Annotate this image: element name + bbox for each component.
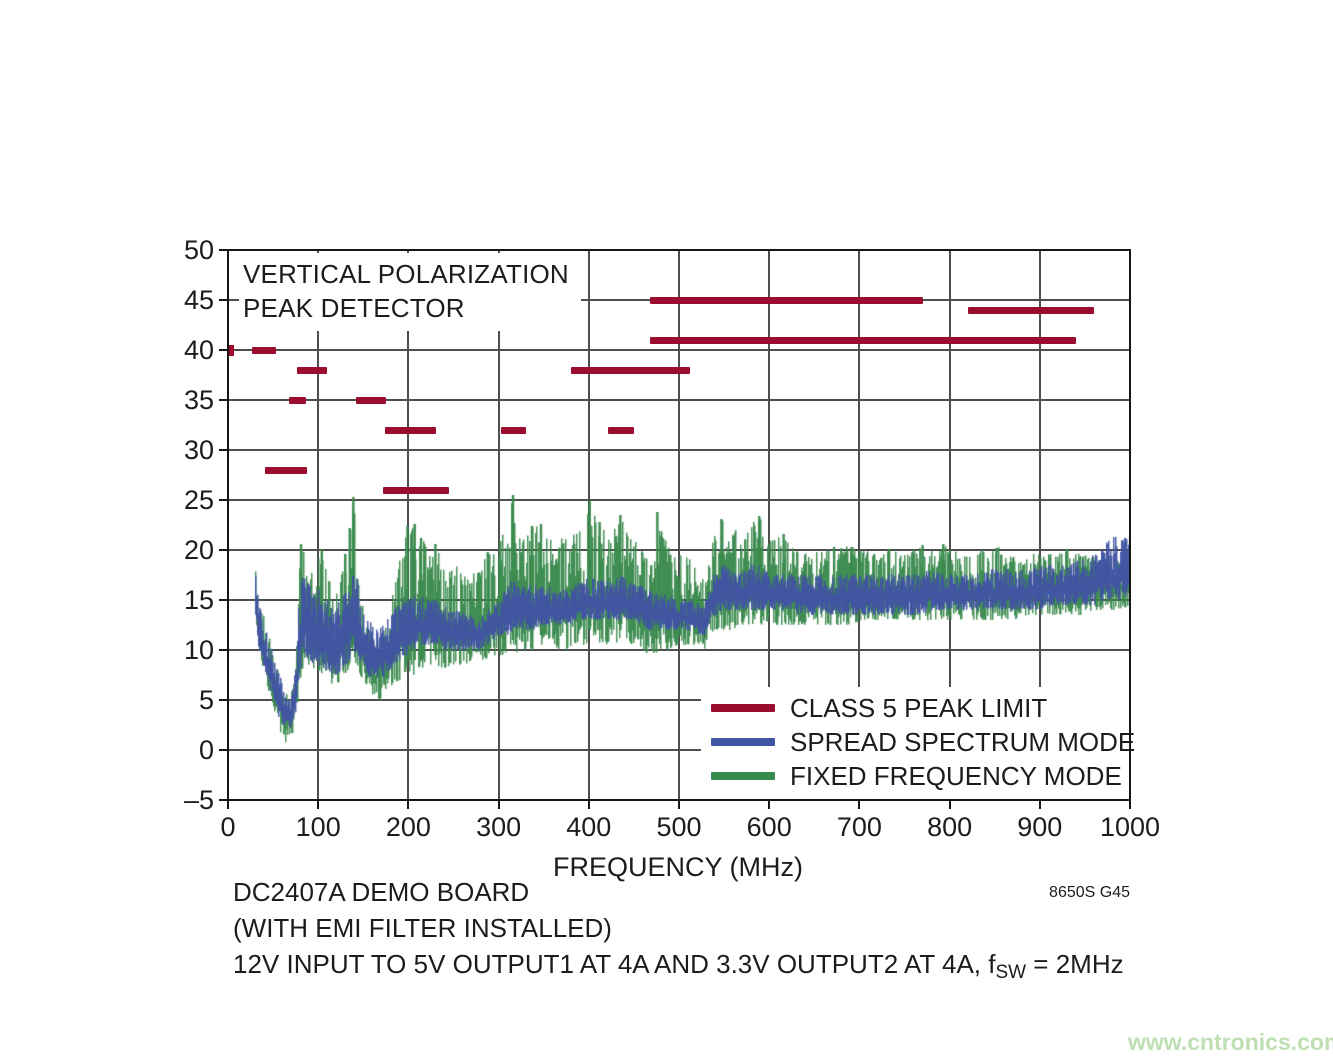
- y-axis-tick-10: [219, 649, 229, 651]
- class5-limit-segment-27-53: [252, 346, 276, 354]
- x-axis-tick-100: [317, 800, 320, 809]
- y-axis-tick-35: [219, 399, 229, 401]
- caption-line-2: (WITH EMI FILTER INSTALLED): [233, 913, 612, 943]
- legend-swatch-fixed-frequency: [711, 772, 775, 780]
- x-tick-label-600: 600: [746, 812, 792, 842]
- y-axis-tick-20: [219, 549, 229, 551]
- class5-limit-segment-468-770: [650, 296, 923, 304]
- annotation-line-2: PEAK DETECTOR: [243, 293, 465, 323]
- caption-block: DC2407A DEMO BOARD (WITH EMI FILTER INST…: [233, 874, 1124, 991]
- legend-swatch-spread-spectrum: [711, 738, 775, 746]
- y-axis-tick-0: [219, 749, 229, 751]
- legend-label-spread-spectrum: SPREAD SPECTRUM MODE: [790, 726, 1136, 757]
- y-tick-label-40: 40: [183, 335, 214, 365]
- legend-row-class5: CLASS 5 PEAK LIMIT: [711, 691, 1139, 725]
- class5-limit-segment-421-450: [607, 426, 634, 434]
- annotation-line-1: VERTICAL POLARIZATION: [243, 259, 569, 289]
- y-tick-label-10: 10: [183, 635, 214, 665]
- caption-line-1: DC2407A DEMO BOARD: [233, 877, 530, 907]
- y-axis-tick-25: [219, 499, 229, 501]
- class5-limit-segment-68-87: [289, 396, 307, 404]
- legend-row-fixed-frequency: FIXED FREQUENCY MODE: [711, 759, 1139, 793]
- y-axis-tick-15: [219, 599, 229, 601]
- y-axis-tick-5: [219, 699, 229, 701]
- x-tick-label-300: 300: [476, 812, 522, 842]
- y-tick-label-25: 25: [183, 485, 214, 515]
- x-axis-label: FREQUENCY (MHz): [552, 852, 803, 882]
- x-axis-tick-700: [858, 800, 861, 809]
- graph-id: 8650S G45: [1049, 884, 1130, 901]
- x-axis-tick-0: [227, 800, 229, 809]
- y-axis-tick-30: [219, 449, 229, 451]
- x-tick-label-800: 800: [927, 812, 973, 842]
- y-tick-label-45: 45: [183, 285, 214, 315]
- x-tick-label-400: 400: [566, 812, 612, 842]
- x-axis-tick-1000: [1129, 800, 1131, 809]
- x-tick-label-200: 200: [385, 812, 431, 842]
- x-axis-tick-500: [678, 800, 680, 809]
- y-tick-label-20: 20: [183, 535, 214, 565]
- x-axis-tick-200: [407, 800, 410, 809]
- class5-limit-tick-0.6: [228, 344, 231, 356]
- caption-fsw-subscript: SW: [995, 962, 1027, 983]
- caption-line-3-suffix: = 2MHz: [1026, 949, 1124, 979]
- y-tick-label-35: 35: [183, 385, 214, 415]
- y-axis-tick--5: [219, 799, 229, 801]
- legend-label-class5-limit: CLASS 5 PEAK LIMIT: [790, 692, 1048, 723]
- x-tick-label-100: 100: [295, 812, 341, 842]
- y-tick-label-15: 15: [183, 585, 214, 615]
- y-axis-tick-50: [219, 249, 229, 251]
- class5-limit-segment-380-512: [570, 366, 690, 374]
- class5-limit-tick-5.5: [231, 344, 235, 356]
- x-axis-tick-600: [768, 800, 771, 809]
- x-axis-tick-300: [497, 800, 500, 809]
- y-tick-label-50: 50: [183, 235, 214, 265]
- y-tick-label-5: 5: [198, 685, 214, 715]
- caption-line-3-prefix: 12V INPUT TO 5V OUTPUT1 AT 4A AND 3.3V O…: [233, 949, 996, 979]
- y-axis-tick-45: [219, 299, 229, 301]
- class5-limit-segment-142-175: [356, 396, 386, 404]
- y-tick-label-0: 0: [198, 735, 214, 765]
- x-axis-tick-800: [948, 800, 951, 809]
- class5-limit-segment-820-960: [967, 306, 1094, 314]
- x-tick-label-0: 0: [220, 812, 236, 842]
- y-axis-tick-40: [219, 349, 229, 351]
- class5-limit-segment-468-940: [650, 336, 1076, 344]
- class5-limit-segment-172-245: [383, 486, 449, 494]
- caption-line-3: 12V INPUT TO 5V OUTPUT1 AT 4A AND 3.3V O…: [233, 946, 1124, 991]
- x-tick-label-500: 500: [656, 812, 702, 842]
- legend-row-spread-spectrum: SPREAD SPECTRUM MODE: [711, 725, 1139, 759]
- x-axis-tick-400: [587, 800, 590, 809]
- class5-limit-segment-76-110: [296, 366, 328, 374]
- x-tick-label-1000: 1000: [1099, 812, 1161, 842]
- class5-limit-segment-303-330: [501, 426, 526, 434]
- class5-limit-segment-174-231: [384, 426, 437, 434]
- y-tick-label-30: 30: [183, 435, 214, 465]
- chart-annotation: VERTICAL POLARIZATION PEAK DETECTOR: [239, 253, 581, 331]
- legend: CLASS 5 PEAK LIMIT SPREAD SPECTRUM MODE …: [701, 687, 1139, 799]
- y-tick-label--5: –5: [183, 785, 214, 815]
- legend-label-fixed-frequency: FIXED FREQUENCY MODE: [790, 760, 1122, 791]
- legend-swatch-class5-limit: [711, 704, 775, 712]
- plot-area: VERTICAL POLARIZATION PEAK DETECTOR CLAS…: [227, 249, 1139, 801]
- class5-limit-segment-41-88: [264, 466, 308, 474]
- x-axis-tick-900: [1038, 800, 1041, 809]
- x-tick-label-700: 700: [836, 812, 882, 842]
- watermark: www.cntronics.com: [1128, 1029, 1333, 1055]
- x-tick-label-900: 900: [1017, 812, 1063, 842]
